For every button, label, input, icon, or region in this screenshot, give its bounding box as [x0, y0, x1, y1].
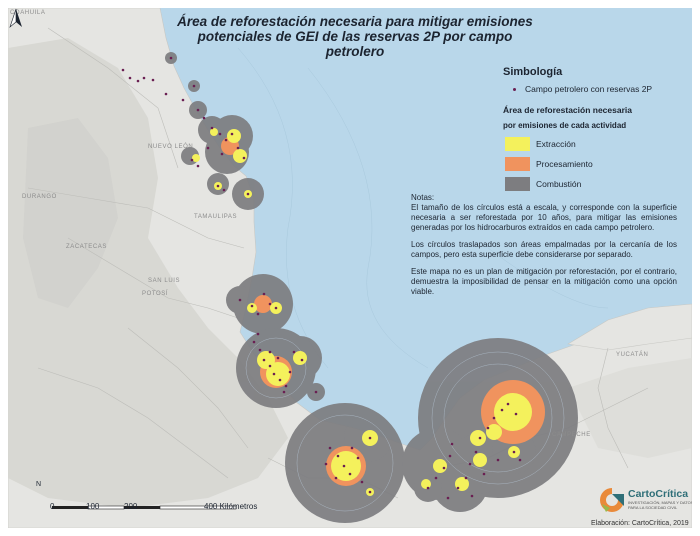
scale-bar: [52, 505, 237, 510]
north-label: N: [36, 481, 42, 488]
legend-heading: Simbología: [503, 66, 563, 78]
legend: Simbología Campo petrolero con reservas …: [503, 66, 683, 197]
brand-name: CartoCrítica: [628, 488, 689, 500]
legend-item-label: Procesamiento: [536, 159, 593, 169]
place-campeche: CAMPECHE: [552, 432, 591, 438]
legend-item-combustion: Combustión: [505, 177, 683, 191]
scale-tick-0: 0: [50, 502, 55, 511]
map-title-line2: potenciales de GEI de las reservas 2P po…: [197, 29, 513, 59]
scale-tick-200: 200: [124, 502, 138, 511]
legend-item-extraccion: Extracción: [505, 137, 683, 151]
land-relief-central: [23, 118, 118, 308]
place-durango: DURANGO: [22, 194, 57, 200]
map-notes: Notas: El tamaño de los círculos está a …: [411, 193, 677, 304]
place-nuevo-leon: NUEVO LEÓN: [148, 144, 194, 150]
legend-subheading-2: por emisiones de cada actividad: [503, 121, 627, 130]
map-title-line1: Área de reforestación necesaria para mit…: [177, 14, 533, 29]
buffer-overlap-edges: [245, 337, 565, 512]
notes-paragraph-2: Los círculos traslapados son áreas empal…: [411, 240, 677, 259]
place-coahuila: COAHUILA: [10, 10, 46, 16]
land-yucatan: [567, 303, 692, 351]
extraccion-buffers: [192, 128, 532, 496]
place-tamaulipas: TAMAULIPAS: [194, 214, 238, 220]
north-arrow-icon: [9, 8, 22, 28]
scale-tick-100: 100: [86, 502, 100, 511]
extraccion-swatch: [505, 137, 530, 151]
notes-heading: Notas:: [411, 193, 435, 202]
combustion-swatch: [505, 177, 530, 191]
place-san-luis: SAN LUIS: [148, 278, 181, 284]
map-title: Área de reforestación necesaria para mit…: [170, 14, 540, 59]
legend-subheading-1: Área de reforestación necesaria: [503, 105, 632, 115]
map-canvas[interactable]: [8, 8, 692, 528]
oil-field-points: [121, 56, 522, 500]
notes-paragraph-1: El tamaño de los círculos está a escala,…: [411, 203, 677, 232]
legend-point-entry: Campo petrolero con reservas 2P: [513, 84, 683, 94]
credit-text: Elaboración: CartoCrítica, 2019: [591, 520, 689, 527]
cartocritica-logo-icon: [600, 488, 624, 512]
legend-point-label: Campo petrolero con reservas 2P: [525, 84, 653, 94]
place-yucatan: YUCATÁN: [616, 352, 649, 358]
procesamiento-swatch: [505, 157, 530, 171]
place-potosi: POTOSÍ: [142, 291, 169, 297]
legend-item-label: Extracción: [536, 139, 576, 149]
notes-paragraph-3: Este mapa no es un plan de mitigación po…: [411, 267, 677, 296]
field-point-icon: [513, 87, 516, 91]
bathymetry-lines: [237, 47, 609, 369]
legend-item-procesamiento: Procesamiento: [505, 157, 683, 171]
cartocritica-logo: CartoCrítica INVESTIGACIÓN, MAPAS Y DATO…: [598, 486, 692, 528]
place-zacatecas: ZACATECAS: [66, 244, 107, 250]
map-frame[interactable]: COAHUILA NUEVO LEÓN TAMAULIPAS DURANGO Z…: [8, 8, 692, 528]
scale-tick-400: 400 Kilómetros: [204, 502, 258, 511]
legend-item-label: Combustión: [536, 179, 582, 189]
brand-tagline: INVESTIGACIÓN, MAPAS Y DATOS PARA LA SOC…: [628, 500, 692, 510]
